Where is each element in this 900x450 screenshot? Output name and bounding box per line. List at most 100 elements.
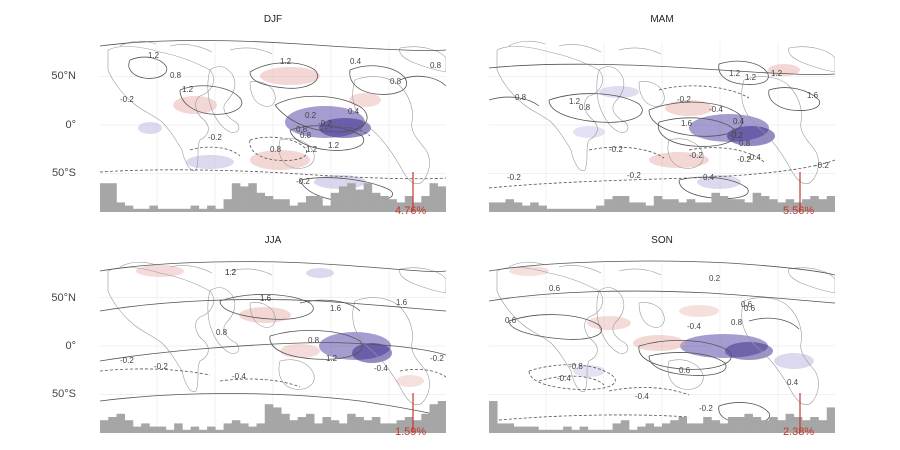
histogram-bar <box>157 208 167 212</box>
histogram-bar <box>579 208 589 212</box>
histogram-bar <box>338 423 348 433</box>
contour-label: -0.2 <box>699 404 713 413</box>
histogram-bar <box>703 417 712 433</box>
histogram-bar <box>653 426 663 433</box>
coastline <box>638 81 665 107</box>
histogram-bar <box>810 417 819 433</box>
coastline <box>596 287 629 354</box>
histogram-bar <box>637 426 646 433</box>
contour-label: 1.6 <box>260 294 272 303</box>
coastline <box>249 302 276 328</box>
histogram-bar <box>554 208 564 212</box>
histogram-bar <box>612 423 622 433</box>
contour-positive <box>508 314 602 340</box>
histogram-bar <box>604 429 613 433</box>
histogram-bar <box>777 202 786 212</box>
histogram-bar <box>338 186 348 212</box>
map-mam: 1.2 1.20.80.81.21.21.6-0.2-0.40.41.6-0.20… <box>489 40 835 212</box>
contour-label: -0.4 <box>374 364 388 373</box>
coastline <box>496 267 603 392</box>
panel-title: SON <box>651 235 673 246</box>
histogram-bar <box>231 183 241 212</box>
contour-label: -0.2 <box>430 354 444 363</box>
contour-label: -0.2 <box>677 95 691 104</box>
histogram-bar <box>760 196 770 212</box>
contour-negative <box>528 364 616 390</box>
contour-label: -0.2 <box>737 155 751 164</box>
histogram-bar <box>662 199 671 212</box>
coastline <box>788 267 835 294</box>
histogram-bar <box>396 420 406 433</box>
histogram-bar <box>662 423 671 433</box>
contour-label: 1.2 <box>182 85 194 94</box>
histogram-bar <box>744 413 753 433</box>
contour-label: 0.4 <box>733 117 745 126</box>
histogram-bar <box>587 208 597 212</box>
contour-label: 1.2 <box>326 354 338 363</box>
histogram-bar <box>546 429 556 433</box>
anomaly-region <box>239 307 291 323</box>
panel-title: DJF <box>263 14 283 25</box>
histogram-bar <box>744 202 753 212</box>
panel-percent: 1.59% <box>395 426 427 438</box>
contour-positive <box>289 125 365 151</box>
histogram-bar <box>826 196 835 212</box>
contour-negative <box>100 169 446 180</box>
histogram-bar <box>404 417 414 433</box>
histogram-bar <box>100 183 109 212</box>
contour-label: 0.2 <box>709 274 721 283</box>
contour-positive <box>249 62 318 89</box>
anomaly-region <box>349 93 381 107</box>
contour-label: 0.8 <box>390 77 402 86</box>
contour-label: 0.4 <box>787 378 799 387</box>
contour-positive <box>269 330 363 360</box>
histogram-bar <box>596 205 605 212</box>
anomaly-region <box>649 152 709 168</box>
anomaly-region <box>679 305 719 317</box>
histogram-bar <box>437 186 446 212</box>
histogram-bar <box>421 413 430 433</box>
anomaly-region <box>725 342 773 360</box>
histogram-bar <box>769 417 778 433</box>
contour-label: 0.2 <box>305 111 317 120</box>
histogram-bar <box>165 429 175 433</box>
contour-negative <box>489 159 835 189</box>
contour-negative <box>100 368 211 376</box>
map-jja: 1.21.21.60.81.61.60.81.2-0.2-0.2-0.4-0.4… <box>100 261 446 433</box>
histogram-bar <box>413 420 422 433</box>
histogram-bar <box>264 404 274 433</box>
coastline <box>399 46 446 73</box>
contour-positive <box>648 101 743 137</box>
gridlines <box>100 42 446 212</box>
histogram-bar <box>413 202 422 212</box>
anomaly-region <box>587 316 631 330</box>
contour-label: -0.2 <box>208 133 222 142</box>
contour-positive <box>100 342 446 362</box>
histogram-bar <box>727 199 737 212</box>
histogram-bar <box>620 196 630 212</box>
coastline <box>107 267 214 392</box>
panel-percent: 5.56% <box>783 205 815 217</box>
histogram-bar <box>355 417 364 433</box>
histogram-bar <box>421 196 430 212</box>
contour-positive <box>399 75 446 87</box>
histogram-bar <box>563 426 572 433</box>
coastline <box>399 267 446 294</box>
histogram-bar <box>240 186 249 212</box>
histogram-bar <box>363 420 373 433</box>
contour-positive <box>548 93 643 123</box>
contour-label: 1.6 <box>396 298 408 307</box>
histogram-bar <box>637 202 646 212</box>
histogram-bar <box>347 413 356 433</box>
histogram-bar <box>289 205 299 212</box>
coastline <box>638 302 665 328</box>
contour-positive <box>179 85 243 115</box>
histogram-bar <box>371 417 381 433</box>
histogram-bar <box>305 196 315 212</box>
histogram-bar <box>554 429 564 433</box>
contour-negative <box>249 136 307 161</box>
contour-label: 0.8 <box>308 336 320 345</box>
contour-label: 0.8 <box>579 103 591 112</box>
panel-percent: 4.76% <box>395 205 427 217</box>
contour-label: 0.6 <box>744 304 756 313</box>
